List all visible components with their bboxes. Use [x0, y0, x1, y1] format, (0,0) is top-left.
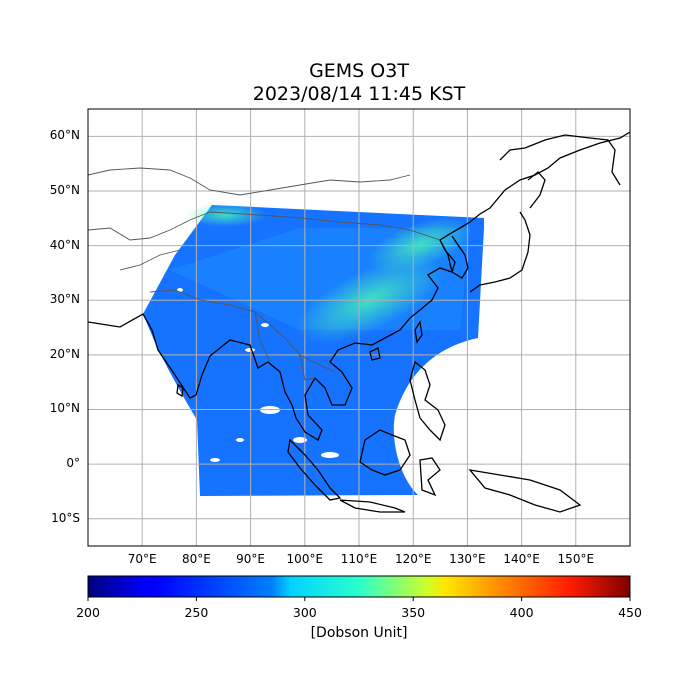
lon-tick-label: 100°E [286, 552, 324, 566]
lat-tick-label: 30°N [49, 292, 80, 307]
colorbar-label: [Dobson Unit] [310, 625, 408, 641]
lat-tick-label: 20°N [49, 346, 80, 361]
colorbar-tick-label: 300 [292, 605, 317, 620]
map-frame [87, 108, 631, 547]
colorbar [87, 575, 631, 598]
lon-tick-label: 120°E [394, 552, 432, 566]
country-borders [88, 167, 441, 381]
lat-tick-label: 0° [66, 456, 80, 471]
lon-tick-label: 70°E [127, 552, 157, 566]
cloud-gaps [177, 288, 339, 462]
colorbar-tick-label: 350 [401, 605, 426, 620]
lon-tick-label: 110°E [340, 552, 378, 566]
lat-tick-label: 10°N [49, 401, 80, 416]
coastlines [88, 131, 630, 513]
colorbar-tick-label: 400 [509, 605, 534, 620]
map-timestamp: 2023/08/14 11:45 KST [252, 83, 466, 105]
map-title: GEMS O3T [309, 60, 409, 82]
lat-tick-label: 50°N [49, 182, 80, 197]
colorbar-tick-label: 250 [184, 605, 209, 620]
lon-tick-label: 90°E [236, 552, 266, 566]
colorbar-tick-label: 450 [618, 605, 642, 620]
lon-tick-label: 150°E [557, 552, 595, 566]
lat-tick-label: 60°N [49, 128, 80, 143]
lon-tick-label: 130°E [449, 552, 486, 566]
lat-tick-label: 40°N [49, 237, 80, 252]
lat-tick-label: 10°S [51, 510, 80, 525]
colorbar-tick-label: 200 [76, 605, 100, 620]
lon-tick-label: 80°E [181, 552, 211, 566]
lon-tick-label: 140°E [503, 552, 540, 566]
